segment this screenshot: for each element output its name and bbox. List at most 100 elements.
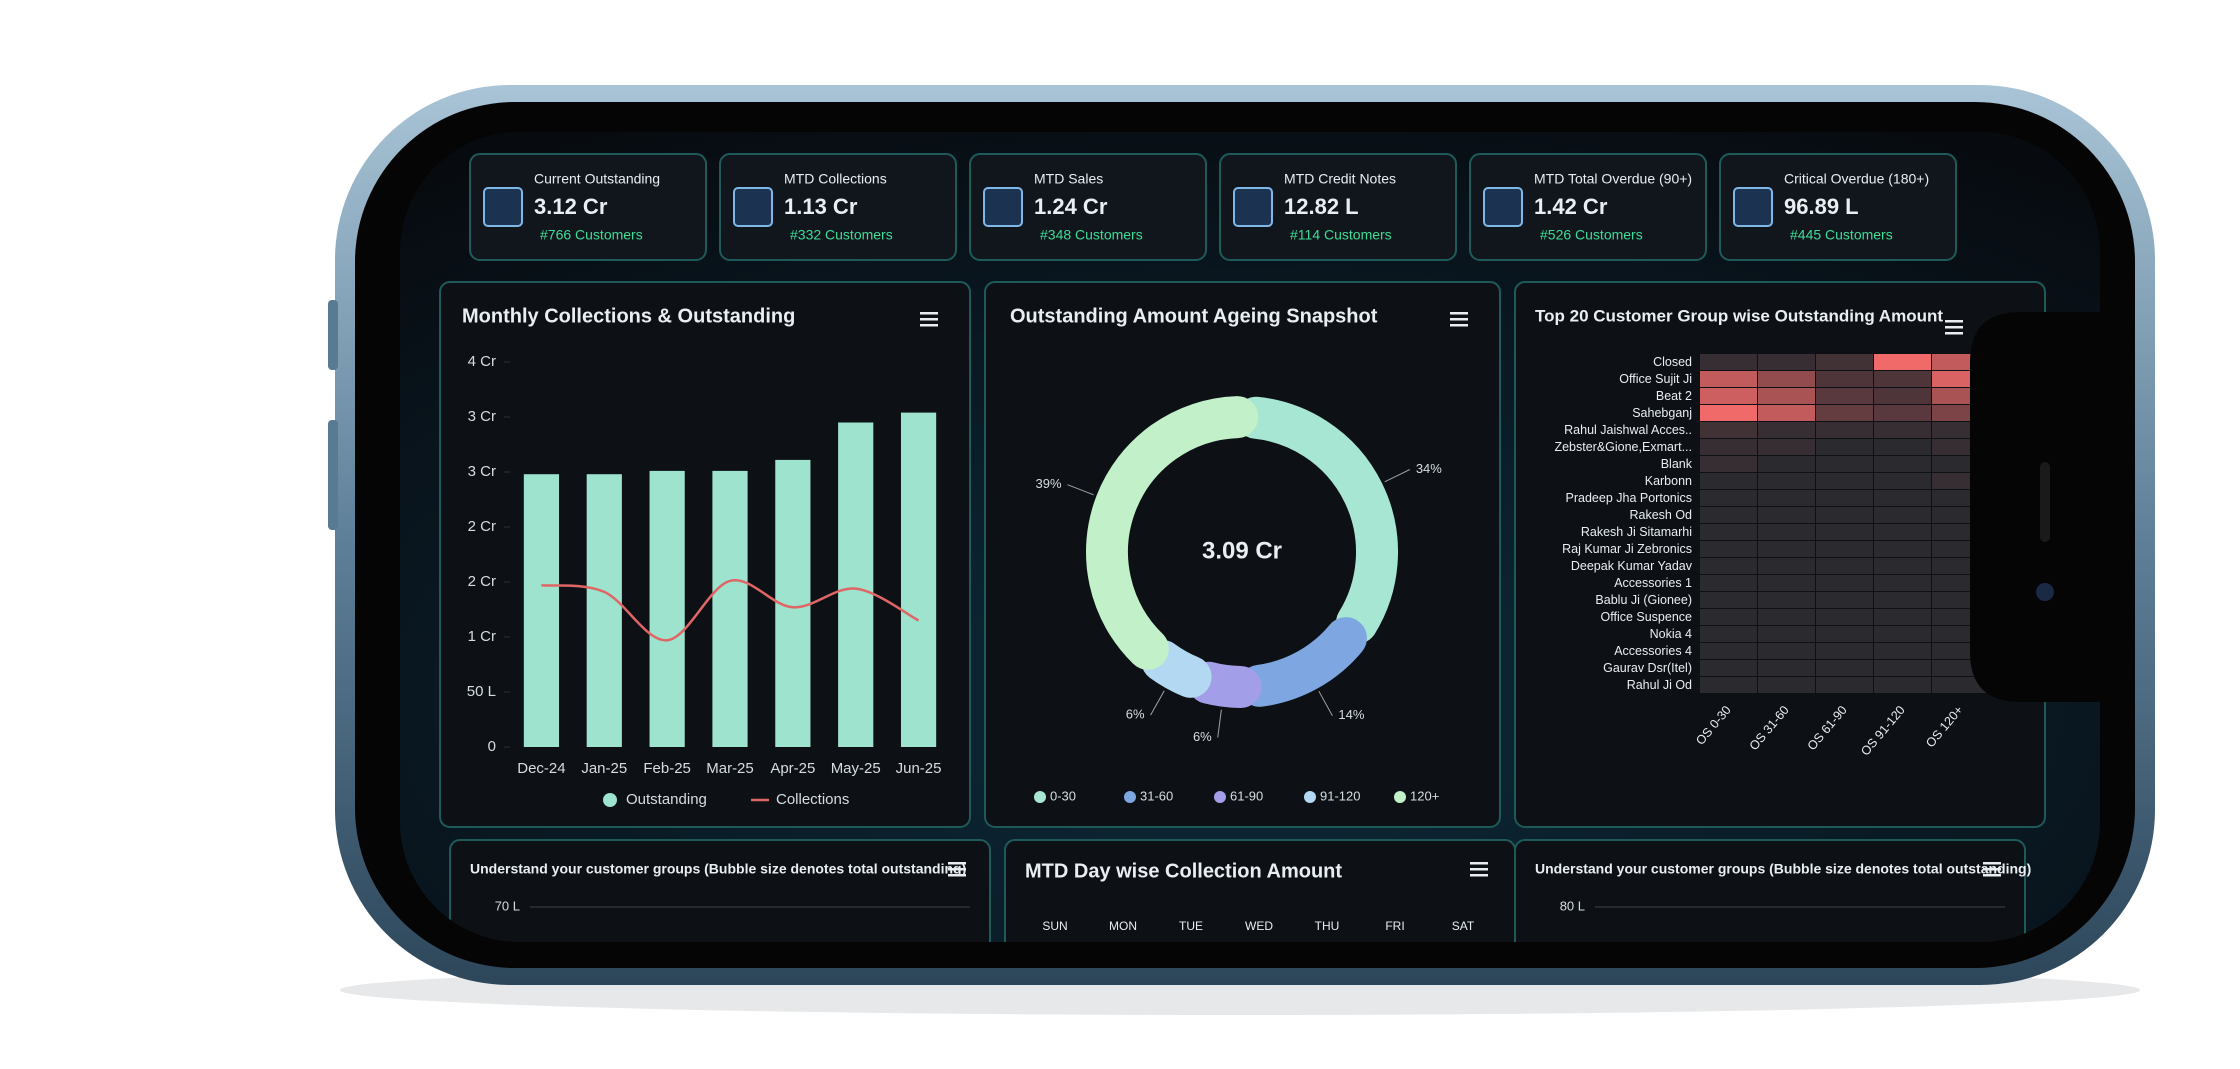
- leader-line: [1318, 690, 1333, 716]
- heat-cell: [1758, 677, 1815, 693]
- heat-cell: [1758, 660, 1815, 676]
- heat-cell: [1758, 609, 1815, 625]
- kpi-value: 1.13 Cr: [784, 194, 858, 219]
- x-tick-label: Jun-25: [896, 760, 942, 777]
- bar: [523, 474, 560, 747]
- heat-cell: [1700, 473, 1757, 489]
- y-tick-label: 80 L: [1560, 898, 1585, 913]
- row-label: Gaurav Dsr(Itel): [1603, 661, 1692, 675]
- y-tick-label: 3 Cr: [468, 408, 496, 425]
- y-tick-label: 2 Cr: [468, 518, 496, 535]
- leader-line: [1150, 690, 1165, 716]
- kpi-value: 96.89 L: [1784, 194, 1859, 219]
- heat-cell: [1816, 490, 1873, 506]
- kpi-customers: #114 Customers: [1290, 227, 1392, 243]
- panel: [1514, 839, 2026, 942]
- row-label: Accessories 1: [1614, 576, 1692, 590]
- kpi-title: MTD Sales: [1034, 171, 1103, 187]
- menu-icon: [1983, 868, 2001, 871]
- heat-cell: [1816, 507, 1873, 523]
- heat-cell: [1700, 422, 1757, 438]
- data-label: 6%: [1126, 707, 1145, 722]
- donut-slice: [1235, 396, 1398, 644]
- heat-cell: [1700, 558, 1757, 574]
- heat-cell: [1816, 456, 1873, 472]
- row-label: Rahul Ji Od: [1627, 678, 1692, 692]
- leader-line: [1217, 709, 1222, 738]
- y-tick-label: 0: [488, 738, 496, 755]
- heat-cell: [1874, 371, 1931, 387]
- kpi-title: MTD Credit Notes: [1284, 171, 1396, 187]
- row-label: Blank: [1661, 457, 1693, 471]
- heat-cell: [1700, 609, 1757, 625]
- donut-slice: [1141, 639, 1212, 698]
- row-label: Pradeep Jha Portonics: [1566, 491, 1692, 505]
- heat-cell: [1874, 422, 1931, 438]
- center-label: 3.09 Cr: [1202, 537, 1282, 564]
- heat-cell: [1700, 490, 1757, 506]
- heat-cell: [1758, 643, 1815, 659]
- heat-cell: [1874, 405, 1931, 421]
- heat-cell: [1758, 507, 1815, 523]
- x-tick-label: Mar-25: [706, 760, 754, 777]
- heat-cell: [1874, 643, 1931, 659]
- menu-icon: [948, 874, 966, 877]
- side-button: [328, 420, 338, 530]
- camera: [2036, 583, 2054, 601]
- heat-cell: [1874, 473, 1931, 489]
- row-label: Rakesh Ji Sitamarhi: [1581, 525, 1692, 539]
- x-category: MON: [1109, 919, 1137, 933]
- heat-cell: [1816, 439, 1873, 455]
- kpi-icon: [1233, 187, 1273, 227]
- heat-cell: [1758, 422, 1815, 438]
- heat-cell: [1874, 626, 1931, 642]
- legend-label: Collections: [776, 791, 849, 808]
- legend-label: 61-90: [1230, 788, 1263, 803]
- kpi-card: [719, 153, 957, 261]
- x-tick-label: Dec-24: [517, 760, 565, 777]
- menu-icon: [1450, 318, 1468, 321]
- heat-cell: [1700, 439, 1757, 455]
- kpi-title: Current Outstanding: [534, 171, 660, 187]
- row-label: Accessories 4: [1614, 644, 1692, 658]
- data-label: 39%: [1035, 476, 1061, 491]
- chart-title: Understand your customer groups (Bubble …: [1535, 861, 2031, 877]
- heat-cell: [1816, 592, 1873, 608]
- kpi-icon: [1733, 187, 1773, 227]
- menu-icon: [1470, 874, 1488, 877]
- kpi-title: MTD Total Overdue (90+): [1534, 171, 1692, 187]
- kpi-value: 1.42 Cr: [1534, 194, 1608, 219]
- kpi-value: 3.12 Cr: [534, 194, 608, 219]
- kpi-icon: [733, 187, 773, 227]
- menu-icon: [1470, 868, 1488, 871]
- heat-cell: [1816, 422, 1873, 438]
- heat-cell: [1700, 371, 1757, 387]
- heat-cell: [1874, 456, 1931, 472]
- legend-label: 91-120: [1320, 788, 1360, 803]
- kpi-customers: #445 Customers: [1790, 227, 1893, 243]
- menu-icon: [920, 324, 938, 327]
- heat-cell: [1816, 354, 1873, 370]
- y-tick-label: 3 Cr: [468, 463, 496, 480]
- x-tick-label: May-25: [831, 760, 881, 777]
- heat-cell: [1700, 575, 1757, 591]
- legend-marker: [603, 793, 617, 807]
- row-label: Office Sujit Ji: [1619, 372, 1692, 386]
- heat-cell: [1700, 643, 1757, 659]
- heat-cell: [1758, 575, 1815, 591]
- legend-marker: [1034, 791, 1046, 803]
- heat-cell: [1758, 388, 1815, 404]
- donut-slice: [1187, 661, 1262, 708]
- heat-cell: [1816, 405, 1873, 421]
- row-label: Beat 2: [1656, 389, 1692, 403]
- notch: [1970, 312, 2100, 702]
- heat-cell: [1874, 592, 1931, 608]
- menu-icon: [1450, 312, 1468, 315]
- chart-title: Top 20 Customer Group wise Outstanding A…: [1535, 306, 1943, 325]
- kpi-customers: #332 Customers: [790, 227, 893, 243]
- leader-line: [1067, 484, 1094, 496]
- kpi-value: 1.24 Cr: [1034, 194, 1108, 219]
- kpi-customers: #526 Customers: [1540, 227, 1643, 243]
- kpi-card: [469, 153, 707, 261]
